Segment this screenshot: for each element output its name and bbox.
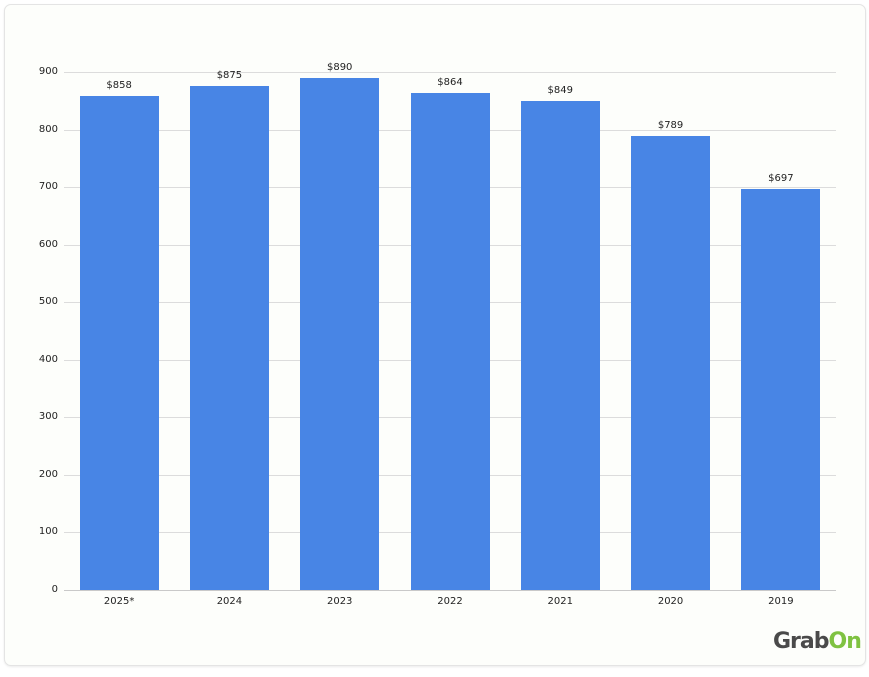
chart-card: 0 100 200 300 400 500 600 700 800 900 $858 2025* $87…: [4, 4, 866, 666]
y-tick-label: 500: [38, 296, 58, 308]
y-tick-label: 600: [38, 238, 58, 250]
value-label: $858: [106, 80, 132, 92]
value-label: $890: [326, 61, 353, 73]
logo-text-grab: Grab: [773, 629, 830, 654]
y-tick-label: 100: [38, 526, 58, 538]
value-label: $789: [657, 119, 684, 131]
bar-2025*: [79, 96, 159, 590]
value-label: $697: [768, 172, 794, 184]
x-tick-label: 2020: [657, 596, 684, 607]
y-tick-label: 300: [38, 411, 58, 423]
y-tick-label: 700: [38, 181, 58, 193]
y-tick-label: 800: [38, 123, 58, 135]
logo-text-on: On: [828, 629, 862, 654]
x-tick-label: 2021: [547, 596, 573, 607]
bar-2023: [300, 77, 380, 590]
value-label: $864: [437, 76, 463, 88]
x-axis-line: [64, 590, 836, 591]
bar-2021: [520, 101, 600, 590]
y-tick-label: 0: [51, 584, 58, 595]
gridline: [64, 72, 836, 73]
value-label: $849: [547, 85, 573, 97]
x-tick-label: 2022: [437, 596, 463, 607]
bar-2020: [631, 135, 711, 590]
bar-2024: [189, 86, 269, 590]
y-tick-label: 200: [38, 468, 58, 480]
grabon-logo: GrabOn: [773, 629, 862, 654]
y-tick-label: 400: [38, 353, 58, 365]
bar-2022: [410, 92, 490, 590]
value-label: $875: [216, 70, 243, 82]
plot-area: 0 100 200 300 400 500 600 700 800 900 $858 2025* $87…: [39, 62, 836, 607]
bar-2019: [741, 188, 821, 590]
x-tick-label: 2025*: [103, 596, 135, 607]
x-tick-label: 2024: [216, 596, 243, 607]
y-tick-label: 900: [38, 66, 58, 77]
x-tick-label: 2019: [768, 596, 794, 607]
x-tick-label: 2023: [326, 596, 353, 607]
